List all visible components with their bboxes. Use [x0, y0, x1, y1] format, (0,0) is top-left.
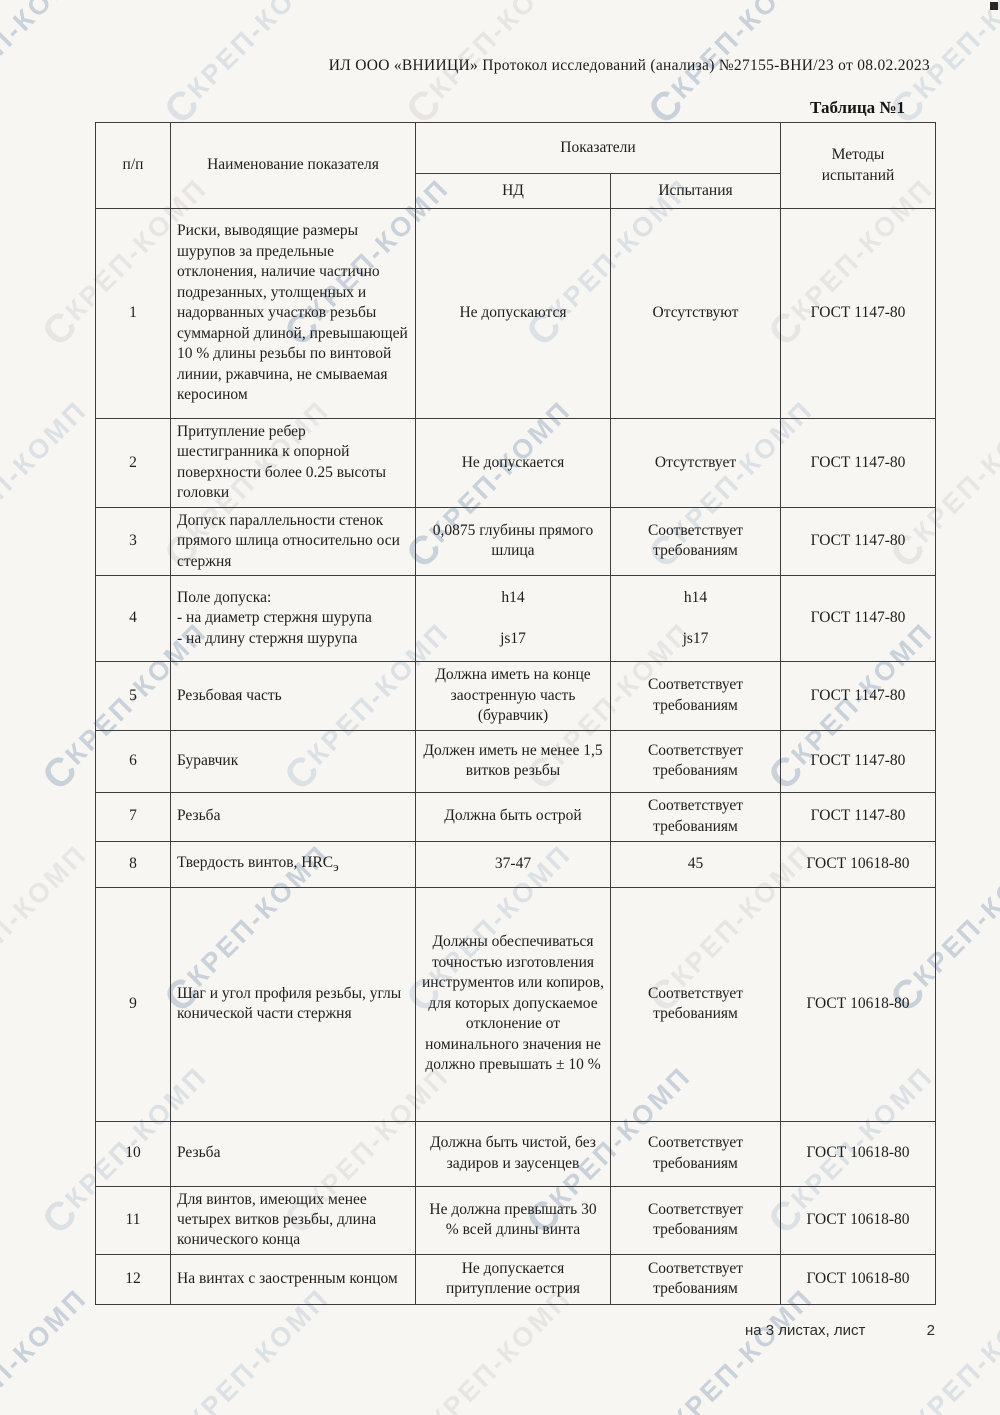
cell-test-result: Соответствует требованиям	[610, 1253, 781, 1305]
watermark-text: ϹКРЕП-КОМП	[0, 0, 94, 105]
cell-nd-requirement: 37-47	[415, 840, 611, 888]
cell-nd-requirement: Должна быть острой	[415, 791, 611, 842]
cell-row-number: 10	[95, 1120, 171, 1187]
cell-indicator-name: Риски, выводящие размеры шурупов за пред…	[170, 208, 416, 419]
cell-row-number: 6	[95, 729, 171, 793]
table-row: 10 Резьба Должна быть чистой, без задиров …	[95, 1120, 936, 1187]
watermark-text: ϹКРЕП-КОМП	[0, 394, 94, 549]
cell-row-number: 9	[95, 886, 171, 1122]
cell-test-method: ГОСТ 1147-80	[780, 208, 936, 419]
cell-test-method: ГОСТ 10618-80	[780, 1120, 936, 1187]
cell-row-number: 5	[95, 661, 171, 731]
cell-nd-requirement: Не должна превышать 30 % всей длины винт…	[415, 1185, 611, 1255]
results-table-body: 1 Риски, выводящие размеры шурупов за пре…	[95, 208, 936, 1305]
cell-test-method: ГОСТ 1147-80	[780, 661, 936, 731]
table-row: 3 Допуск параллельности стенок прямого шл…	[95, 506, 936, 577]
table-row: 2 Притупление ребер шестигранника к опорн…	[95, 418, 936, 508]
table-row: 7 Резьба Должна быть острой Соответствует т…	[95, 791, 936, 842]
table-row: 6 Буравчик Должен иметь не менее 1,5 витко…	[95, 729, 936, 793]
cell-test-method: ГОСТ 1147-80	[780, 575, 936, 663]
cell-indicator-name: Твердость винтов, HRCэ	[170, 840, 416, 888]
cell-row-number: 1	[95, 208, 171, 419]
cell-test-result: Соответствует требованиям	[610, 1185, 781, 1255]
scan-artifact-square	[990, 2, 998, 10]
cell-test-result: h14 js17	[610, 575, 781, 663]
table-row: 8 Твердость винтов, HRCэ 37-47 45 ГОСТ 10618…	[95, 840, 936, 888]
cell-test-result: Отсутствует	[610, 418, 781, 508]
col-header-nd: НД	[415, 173, 611, 209]
cell-indicator-name: Резьбовая часть	[170, 661, 416, 731]
cell-test-result: Соответствует требованиям	[610, 729, 781, 793]
cell-row-number: 8	[95, 840, 171, 888]
cell-nd-requirement: Должен иметь не менее 1,5 витков резьбы	[415, 729, 611, 793]
cell-row-number: 12	[95, 1253, 171, 1305]
footer-sheets-label: на 3 листах, лист	[745, 1322, 866, 1339]
cell-test-method: ГОСТ 1147-80	[780, 791, 936, 842]
cell-indicator-name: Допуск параллельности стенок прямого шли…	[170, 506, 416, 577]
cell-test-result: Отсутствуют	[610, 208, 781, 419]
table-row: 11 Для винтов, имеющих менее четырех витк…	[95, 1185, 936, 1255]
indicator-name-subscript: э	[333, 859, 339, 875]
page-footer: на 3 листах, лист 2	[745, 1322, 935, 1339]
cell-test-method: ГОСТ 1147-80	[780, 729, 936, 793]
cell-nd-requirement: Не допускаются	[415, 208, 611, 419]
cell-test-method: ГОСТ 10618-80	[780, 1253, 936, 1305]
cell-indicator-name: Резьба	[170, 1120, 416, 1187]
cell-indicator-name: Шаг и угол профиля резьбы, углы коническ…	[170, 886, 416, 1122]
cell-test-result: Соответствует требованиям	[610, 661, 781, 731]
cell-indicator-name: Резьба	[170, 791, 416, 842]
document-header: ИЛ ООО «ВНИИЦИ» Протокол исследований (а…	[328, 57, 930, 74]
cell-nd-requirement: Должны обеспечиваться точностью изготовл…	[415, 886, 611, 1122]
cell-row-number: 3	[95, 506, 171, 577]
cell-indicator-name: Для винтов, имеющих менее четырех витков…	[170, 1185, 416, 1255]
watermark-text: ϹКРЕП-КОМП	[156, 0, 336, 133]
watermark-text: ϹКРЕП-КОМП	[0, 1282, 94, 1415]
results-table-header: п/п Наименование показателя Показатели М…	[95, 122, 936, 209]
cell-test-method: ГОСТ 10618-80	[780, 886, 936, 1122]
col-header-num: п/п	[95, 122, 171, 209]
table-row: 4 Поле допуска: - на диаметр стержня шуру…	[95, 575, 936, 663]
results-table: п/п Наименование показателя Показатели М…	[95, 122, 936, 1305]
cell-nd-requirement: Должна иметь на конце заостренную часть …	[415, 661, 611, 731]
cell-test-result: Соответствует требованиям	[610, 886, 781, 1122]
cell-row-number: 7	[95, 791, 171, 842]
cell-test-method: ГОСТ 1147-80	[780, 506, 936, 577]
cell-test-method: ГОСТ 10618-80	[780, 840, 936, 888]
cell-indicator-name: Поле допуска: - на диаметр стержня шуруп…	[170, 575, 416, 663]
table-row: 12 На винтах с заостренным концом Не допус…	[95, 1253, 936, 1305]
cell-indicator-name: Притупление ребер шестигранника к опорно…	[170, 418, 416, 508]
cell-nd-requirement: Должна быть чистой, без задиров и заусен…	[415, 1120, 611, 1187]
cell-test-result: Соответствует требованиям	[610, 1120, 781, 1187]
cell-indicator-name: Буравчик	[170, 729, 416, 793]
footer-page-number: 2	[926, 1322, 935, 1339]
table-row: 1 Риски, выводящие размеры шурупов за пре…	[95, 208, 936, 419]
cell-indicator-name: На винтах с заостренным концом	[170, 1253, 416, 1305]
watermark-text: ϹКРЕП-КОМП	[0, 838, 94, 993]
cell-nd-requirement: h14 js17	[415, 575, 611, 663]
cell-test-result: 45	[610, 840, 781, 888]
cell-test-method: ГОСТ 1147-80	[780, 418, 936, 508]
watermark-logo-icon: Ϲ	[34, 1191, 86, 1243]
col-header-name: Наименование показателя	[170, 122, 416, 209]
cell-test-result: Соответствует требованиям	[610, 791, 781, 842]
table-caption: Таблица №1	[810, 98, 905, 117]
watermark-logo-icon: Ϲ	[34, 747, 86, 799]
cell-test-method: ГОСТ 10618-80	[780, 1185, 936, 1255]
cell-row-number: 2	[95, 418, 171, 508]
cell-row-number: 11	[95, 1185, 171, 1255]
col-header-test: Испытания	[610, 173, 781, 209]
cell-nd-requirement: Не допускается притупление острия	[415, 1253, 611, 1305]
table-row: 9 Шаг и угол профиля резьбы, углы коничес…	[95, 886, 936, 1122]
cell-test-result: Соответствует требованиям	[610, 506, 781, 577]
cell-row-number: 4	[95, 575, 171, 663]
col-header-group: Показатели	[415, 122, 781, 174]
cell-nd-requirement: 0,0875 глубины прямого шлица	[415, 506, 611, 577]
watermark-logo-icon: Ϲ	[34, 303, 86, 355]
table-row: 5 Резьбовая часть Должна иметь на конце за…	[95, 661, 936, 731]
col-header-methods: Методы испытаний	[780, 122, 936, 209]
cell-nd-requirement: Не допускается	[415, 418, 611, 508]
